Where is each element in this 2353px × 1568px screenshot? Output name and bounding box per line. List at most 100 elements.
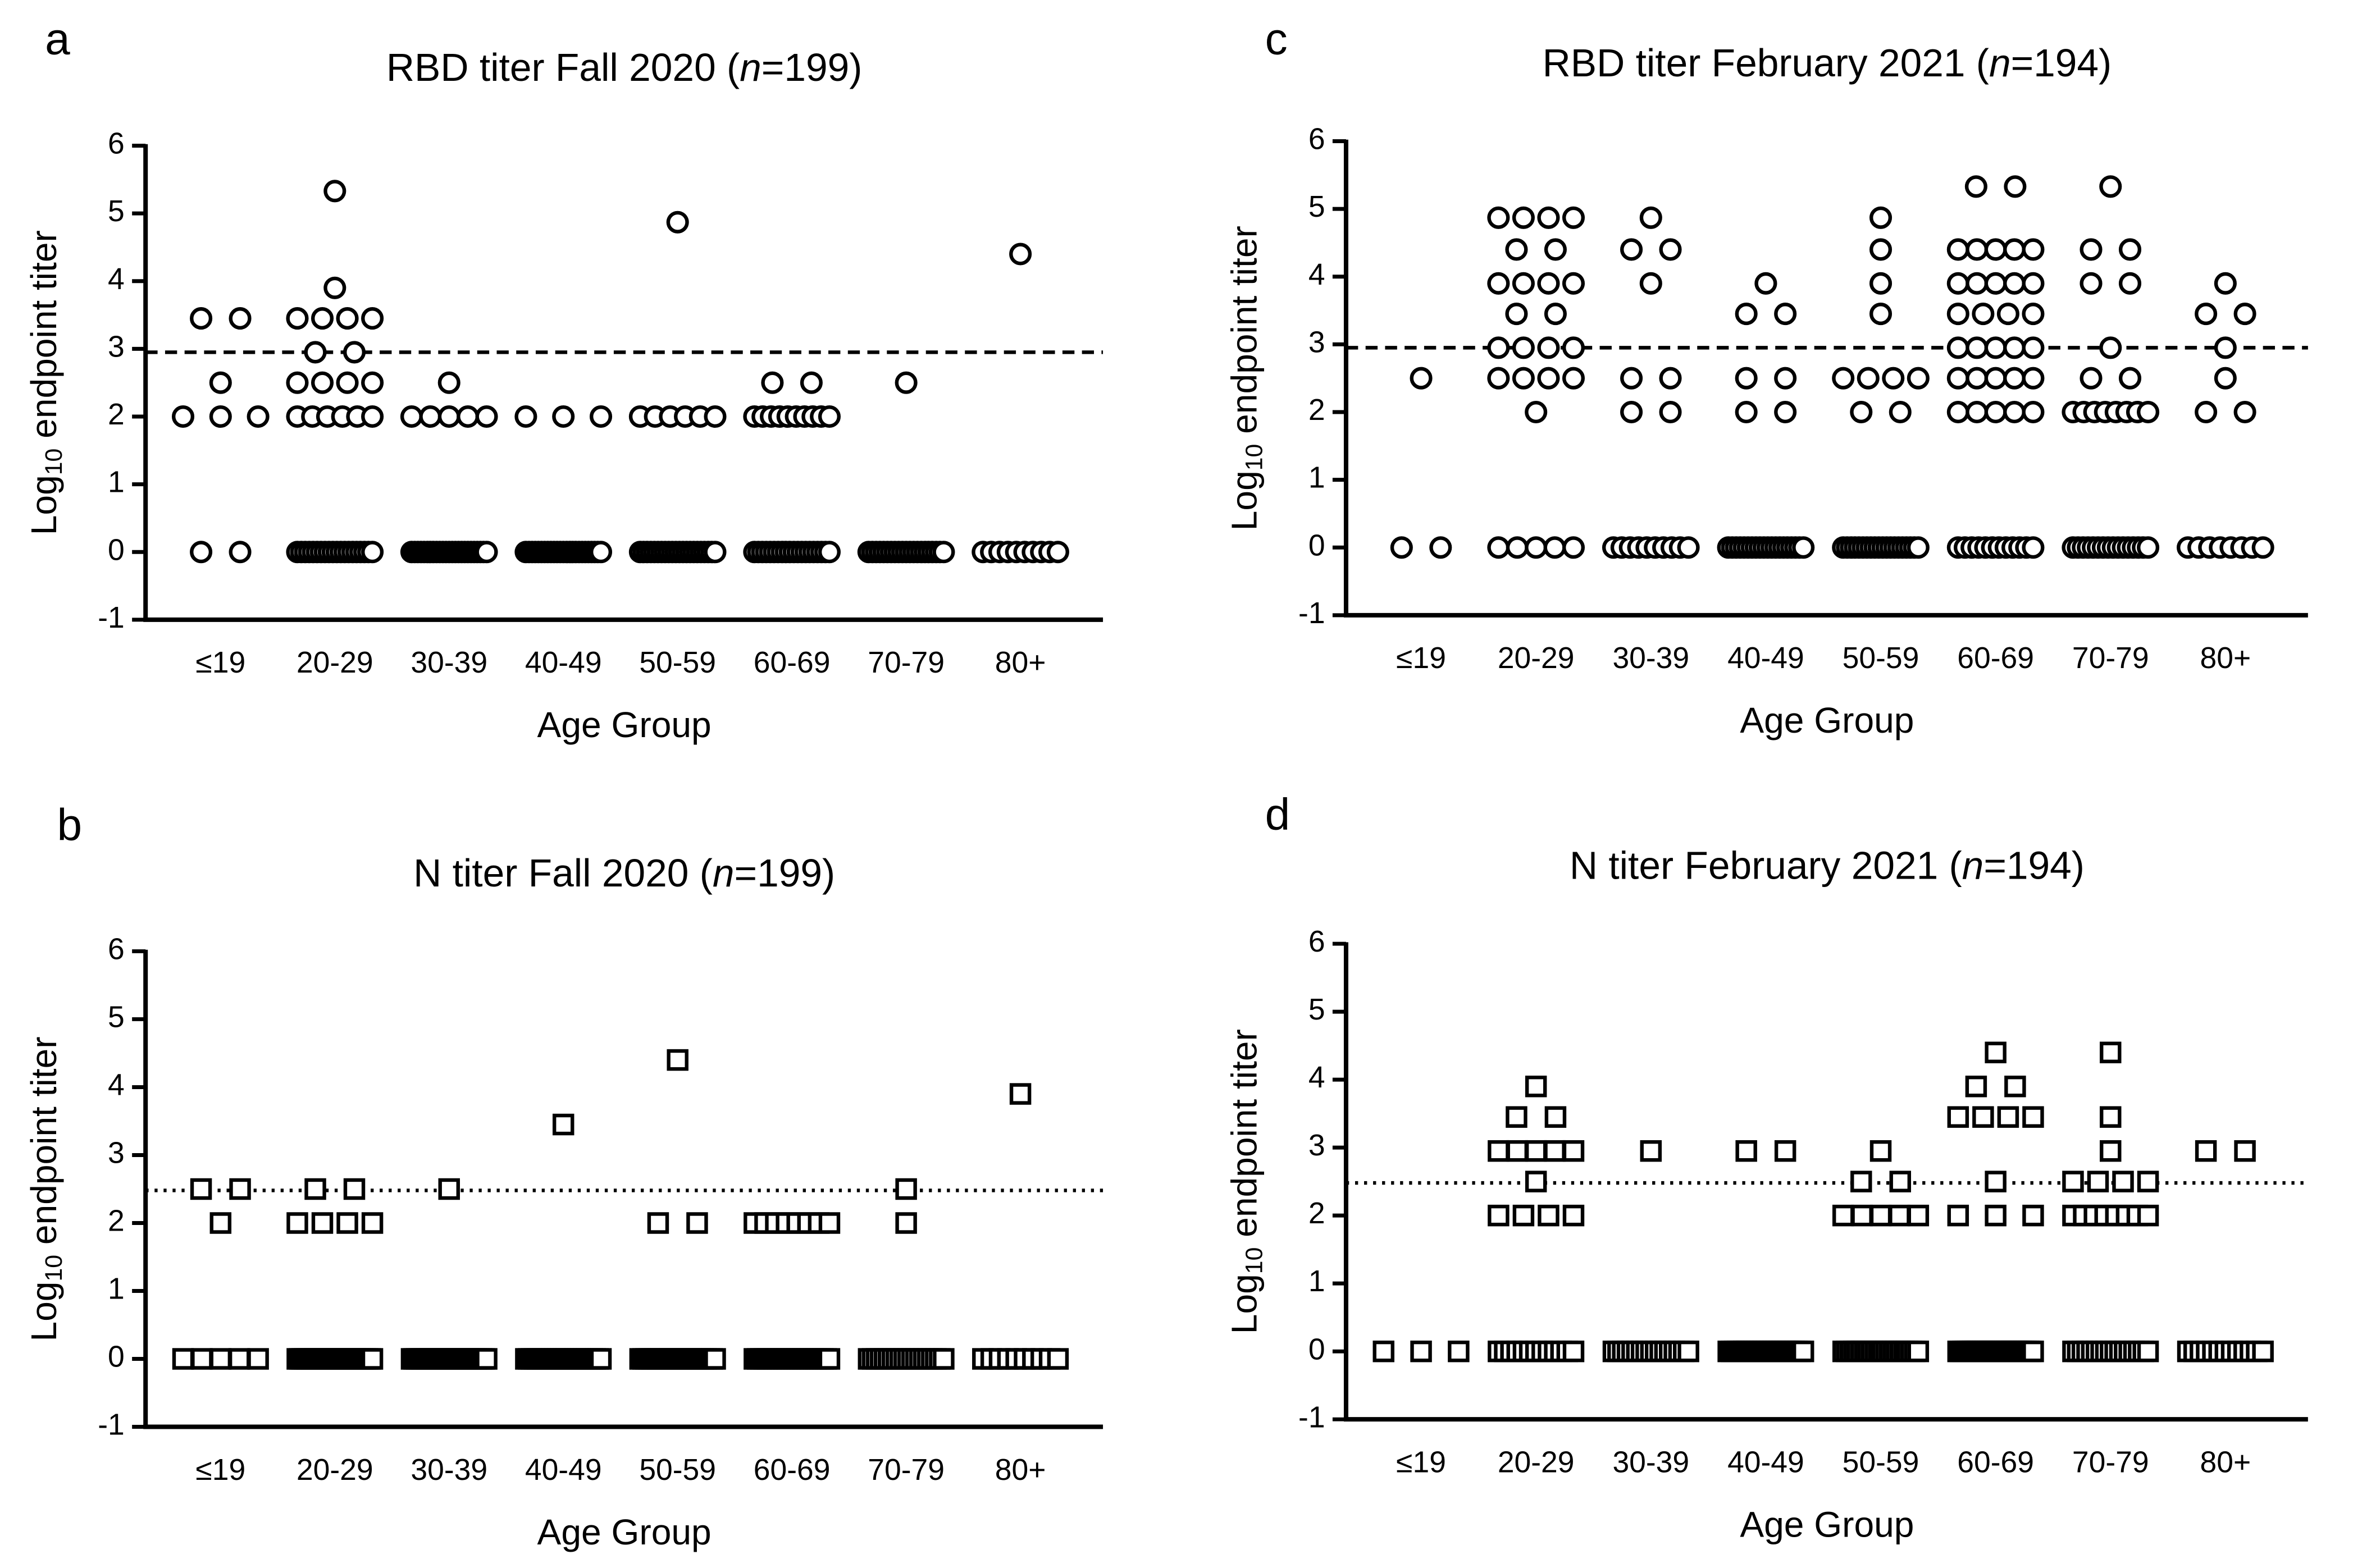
data-point — [1410, 1340, 1432, 1363]
data-point — [2100, 1041, 2122, 1063]
data-point — [1907, 367, 1930, 390]
data-point — [304, 1178, 326, 1200]
data-point — [1869, 206, 1893, 229]
y-label-part: Log — [24, 1282, 64, 1342]
data-point — [2003, 272, 2026, 295]
data-point — [1505, 238, 1528, 261]
x-tick-label: 30-39 — [1612, 1446, 1689, 1479]
data-point — [1677, 1340, 1699, 1363]
data-point — [2137, 1204, 2159, 1227]
data-point — [1047, 1348, 1069, 1370]
data-point — [1448, 1340, 1470, 1363]
data-point — [1774, 303, 1797, 326]
y-tick-label: -1 — [98, 601, 125, 634]
data-point — [2233, 303, 2256, 326]
data-point — [1792, 1340, 1814, 1363]
data-point — [1857, 367, 1880, 390]
data-point — [818, 1348, 841, 1370]
x-tick-label: 60-69 — [1957, 642, 2034, 675]
y-tick-label: 5 — [1308, 190, 1325, 223]
x-tick-label: 70-79 — [2072, 642, 2149, 675]
data-point — [1562, 1140, 1585, 1162]
data-point — [2100, 1140, 2122, 1162]
data-point — [2195, 400, 2218, 424]
data-point — [1996, 303, 2019, 326]
data-point — [1537, 272, 1560, 295]
data-point — [2003, 238, 2026, 261]
y-tick-label: 0 — [1308, 529, 1325, 562]
data-point — [1512, 336, 1535, 359]
data-point — [1889, 1171, 1912, 1192]
data-point — [1659, 400, 1682, 424]
data-point — [1735, 303, 1758, 326]
data-point — [228, 1348, 250, 1370]
data-point — [2137, 536, 2160, 559]
data-point — [1946, 367, 1969, 390]
data-point — [2195, 1140, 2217, 1162]
data-point — [311, 307, 334, 330]
data-point — [2100, 1106, 2122, 1128]
data-point — [286, 307, 309, 330]
y-label-part: endpoint titer — [1224, 1029, 1265, 1247]
data-point — [343, 341, 366, 364]
panel-label: c — [1265, 13, 1288, 63]
data-point — [2080, 272, 2103, 295]
data-point — [1562, 272, 1585, 295]
data-point — [1869, 272, 1893, 295]
title-part: n — [740, 45, 761, 89]
x-tick-label: ≤19 — [195, 1453, 245, 1487]
y-tick-label: 6 — [1308, 925, 1325, 958]
title-part: =194) — [1983, 844, 2085, 888]
data-point — [2022, 367, 2045, 390]
data-point — [552, 405, 575, 428]
data-point — [1966, 238, 1989, 261]
data-point — [361, 1348, 384, 1370]
data-point — [1505, 303, 1528, 326]
chart-title: N titer Fall 2020 (n=199) — [413, 851, 835, 895]
data-point — [336, 371, 359, 394]
data-point — [2112, 1171, 2134, 1192]
data-point — [286, 371, 309, 394]
data-point — [1525, 1140, 1547, 1162]
title-part: N titer Fall 2020 ( — [413, 851, 713, 895]
data-point — [190, 1178, 212, 1200]
data-point — [1537, 336, 1560, 359]
data-point — [1487, 536, 1510, 559]
data-point — [1512, 206, 1535, 229]
panel-label: b — [57, 799, 83, 850]
x-tick-label: ≤19 — [1396, 1446, 1446, 1479]
data-point — [1869, 1140, 1892, 1162]
y-tick-label: 2 — [108, 398, 125, 431]
data-point — [2080, 367, 2103, 390]
data-point — [704, 1348, 726, 1370]
data-point — [1851, 1204, 1873, 1227]
data-point — [2022, 536, 2045, 559]
data-point — [1544, 303, 1567, 326]
title-part: n — [1962, 844, 1984, 888]
y-label-subscript: 10 — [1241, 1247, 1268, 1274]
data-point — [1525, 1171, 1547, 1192]
data-point — [1562, 367, 1585, 390]
data-point — [1506, 536, 1529, 559]
data-point — [590, 1348, 612, 1370]
data-point — [1390, 536, 1413, 559]
data-point — [1907, 1340, 1930, 1363]
data-point — [1487, 272, 1510, 295]
x-tick-label: 50-59 — [639, 1453, 716, 1487]
title-part: n — [713, 851, 735, 895]
y-tick-label: 0 — [108, 1341, 125, 1374]
y-axis-label: Log10 endpoint titer — [24, 1036, 67, 1341]
x-tick-label: 20-29 — [1498, 1446, 1575, 1479]
data-point — [1882, 367, 1905, 390]
x-tick-label: 80+ — [995, 646, 1046, 679]
y-tick-label: 4 — [108, 263, 125, 296]
data-point — [514, 405, 537, 428]
data-point — [1985, 1041, 2007, 1063]
x-axis-label: Age Group — [537, 705, 712, 745]
data-point — [1735, 367, 1758, 390]
data-point — [1997, 1106, 2019, 1128]
data-point — [1754, 272, 1777, 295]
x-tick-label: 60-69 — [1957, 1446, 2034, 1479]
y-label-part: endpoint titer — [24, 230, 64, 449]
